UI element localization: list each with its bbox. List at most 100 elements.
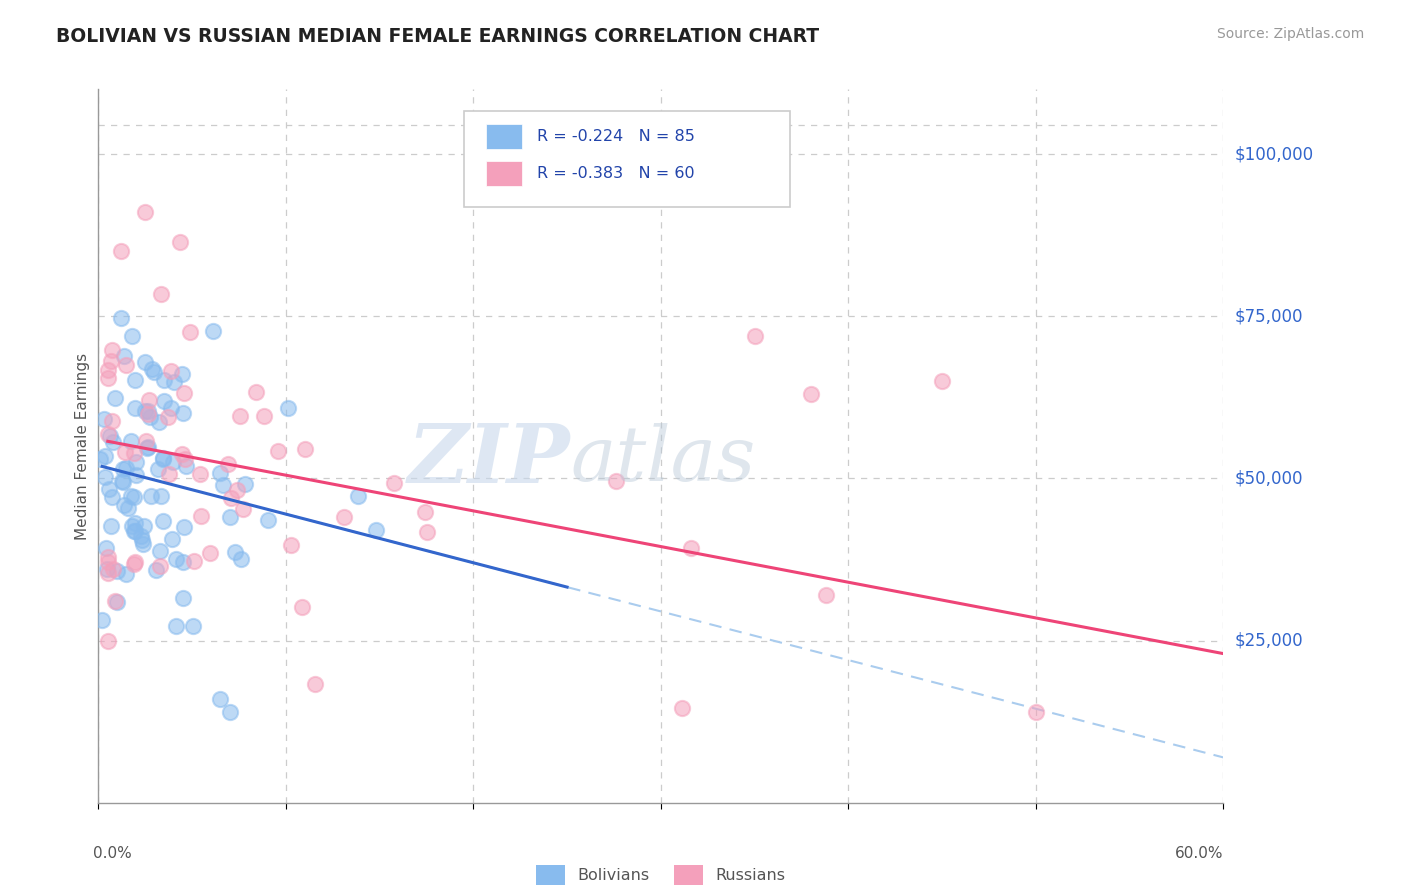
Point [125, 467, 148, 482]
Point [131, 533, 153, 547]
Point [172, 591, 194, 605]
Point [134, 403, 156, 417]
Point [141, 490, 163, 504]
Point [176, 459, 198, 474]
Point [124, 555, 146, 569]
Point [209, 692, 232, 706]
Legend: Bolivians, Russians: Bolivians, Russians [530, 859, 792, 891]
Point [136, 440, 159, 454]
Point [136, 407, 159, 421]
Point [138, 392, 160, 407]
Text: $50,000: $50,000 [1234, 469, 1303, 487]
Point [97, 555, 120, 569]
Point [120, 489, 142, 503]
Point [277, 401, 299, 415]
Point [416, 524, 439, 539]
Point [111, 461, 134, 475]
Point [413, 505, 436, 519]
Point [156, 410, 179, 425]
Point [152, 451, 174, 466]
Point [100, 519, 122, 533]
Point [98, 429, 121, 443]
Point [112, 498, 135, 512]
Point [143, 365, 166, 379]
Y-axis label: Median Female Earnings: Median Female Earnings [75, 352, 90, 540]
Point [671, 701, 693, 715]
Point [219, 491, 242, 506]
Point [134, 354, 156, 368]
Point [104, 392, 127, 406]
Point [122, 446, 145, 460]
Point [104, 594, 127, 608]
Point [122, 490, 145, 504]
Point [181, 619, 204, 633]
Point [114, 358, 136, 372]
Point [94, 469, 117, 483]
Point [152, 452, 174, 467]
Point [208, 466, 231, 480]
Point [346, 489, 368, 503]
Point [233, 476, 256, 491]
Text: Source: ZipAtlas.com: Source: ZipAtlas.com [1216, 27, 1364, 41]
Point [304, 677, 326, 691]
Point [135, 434, 157, 449]
Point [190, 509, 212, 524]
Point [280, 538, 302, 552]
Text: 60.0%: 60.0% [1175, 846, 1223, 861]
Point [202, 325, 225, 339]
Point [173, 386, 195, 401]
Point [135, 441, 157, 455]
Point [165, 619, 187, 633]
Point [97, 371, 120, 385]
Point [112, 349, 135, 363]
Point [200, 546, 222, 560]
Point [149, 489, 172, 503]
Point [105, 595, 128, 609]
Point [148, 416, 170, 430]
Point [229, 552, 252, 566]
Point [179, 325, 201, 339]
Point [94, 449, 117, 463]
Point [291, 600, 314, 615]
Text: ZIP: ZIP [408, 420, 571, 500]
Point [121, 519, 143, 533]
Point [97, 633, 120, 648]
FancyBboxPatch shape [486, 124, 523, 149]
FancyBboxPatch shape [486, 161, 523, 186]
Point [163, 376, 186, 390]
Point [124, 401, 146, 416]
Point [153, 373, 176, 387]
Point [110, 311, 132, 326]
Point [257, 512, 280, 526]
FancyBboxPatch shape [464, 111, 790, 207]
Point [110, 244, 132, 259]
Point [172, 447, 194, 461]
Text: $75,000: $75,000 [1234, 307, 1303, 326]
Point [1025, 705, 1047, 719]
Point [172, 555, 194, 569]
Point [165, 552, 187, 566]
Point [152, 514, 174, 528]
Point [183, 554, 205, 568]
Point [679, 541, 702, 555]
Point [188, 467, 211, 482]
Point [931, 374, 953, 388]
Point [97, 566, 120, 581]
Point [211, 478, 233, 492]
Point [97, 550, 120, 565]
Point [101, 435, 124, 450]
Point [101, 561, 124, 575]
Point [160, 532, 183, 546]
Point [93, 412, 115, 426]
Point [125, 455, 148, 469]
Point [114, 445, 136, 459]
Point [217, 457, 239, 471]
Point [98, 482, 121, 496]
Point [224, 545, 246, 559]
Point [814, 588, 837, 602]
Point [96, 562, 118, 576]
Point [139, 410, 162, 425]
Point [89, 452, 111, 467]
Point [226, 483, 249, 497]
Point [100, 490, 122, 504]
